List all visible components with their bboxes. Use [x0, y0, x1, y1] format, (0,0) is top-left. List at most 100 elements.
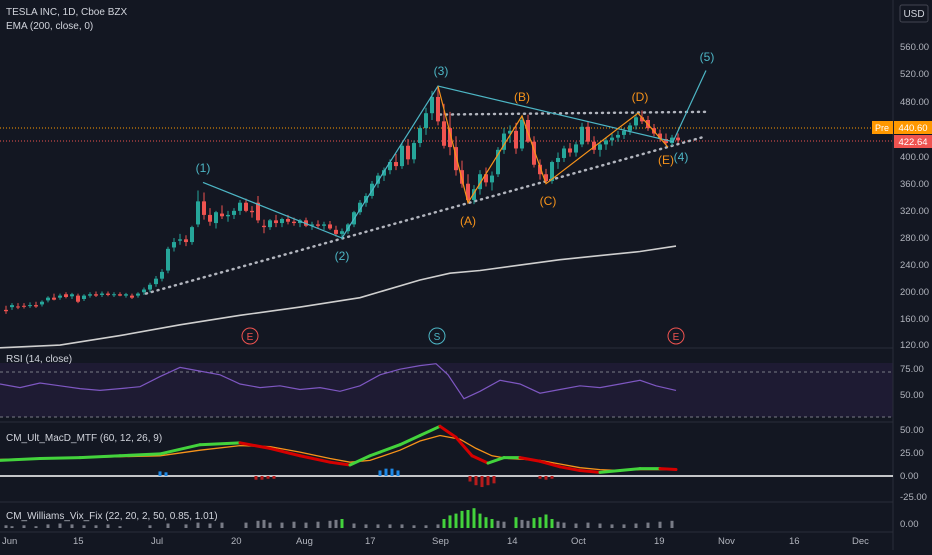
macd-histogram-bar [266, 476, 270, 479]
vix-tick: 0.00 [900, 519, 919, 530]
vix-bar [424, 525, 428, 528]
vix-bar [478, 513, 482, 528]
rsi-legend[interactable]: RSI (14, close) [6, 354, 72, 365]
candle-body [478, 174, 482, 190]
vix-bar [442, 519, 446, 528]
candle-body [226, 214, 230, 217]
macd-tick: 50.00 [900, 425, 924, 436]
vix-legend[interactable]: CM_Williams_Vix_Fix (22, 20, 2, 50, 0.85… [6, 511, 218, 522]
time-axis[interactable]: Jun 15 Jul 20 Aug 17 Sep 14 Oct 19 Nov 1… [2, 536, 869, 547]
candle-body [598, 144, 602, 150]
price-axis[interactable]: 560.00 520.00 480.00 400.00 360.00 320.0… [900, 42, 929, 351]
macd-histogram-bar [260, 476, 264, 480]
time-tick: 20 [231, 536, 242, 547]
vix-bar [454, 513, 458, 528]
macd-axis[interactable]: 50.00 25.00 0.00 -25.00 [900, 425, 927, 503]
price-tick: 120.00 [900, 340, 929, 351]
candle-body [250, 210, 254, 213]
earnings-marker-1-circle [241, 327, 259, 345]
vix-bar [328, 520, 332, 528]
macd-histogram-bar [544, 476, 548, 480]
macd-histogram-bar [378, 470, 382, 476]
last-value-text: 422.64 [898, 137, 927, 148]
candle-body [532, 141, 536, 165]
wave-label-e: (E) [658, 153, 674, 167]
ema-layer [0, 245, 677, 349]
ema-legend[interactable]: EMA (200, close, 0) [6, 21, 93, 32]
macd-signal-line [0, 434, 676, 472]
currency-button-frame [899, 4, 929, 23]
candle-body [244, 202, 248, 211]
candle-body [220, 213, 224, 217]
candle-body [508, 130, 512, 134]
vix-bar [280, 522, 284, 528]
candle-body [184, 239, 188, 243]
candle-body [676, 137, 680, 141]
candle-body [472, 189, 476, 201]
candle-body [628, 125, 632, 131]
vix-bar [70, 524, 74, 528]
macd-line-segment [158, 443, 202, 456]
macd-legend[interactable]: CM_Ult_MacD_MTF (60, 12, 26, 9) [6, 433, 162, 444]
macd-line-segment [618, 467, 642, 472]
candles-layer [4, 86, 680, 314]
earnings-marker-2[interactable]: E [667, 327, 685, 345]
macd-line-segment [38, 456, 82, 461]
candle-body [466, 183, 470, 201]
candle-body [400, 145, 404, 167]
currency-button[interactable]: USD [899, 4, 929, 23]
candle-body [94, 294, 98, 296]
candle-body [154, 278, 158, 285]
candle-body [64, 294, 68, 297]
split-marker[interactable]: S [428, 327, 446, 345]
vix-bar [538, 517, 542, 528]
candle-body [592, 141, 596, 150]
pre-tag-box [872, 121, 893, 134]
macd-line-segment [518, 456, 542, 463]
macd-line-segment [438, 424, 458, 439]
candle-body [460, 170, 464, 184]
rsi-band [0, 363, 893, 417]
rsi-tick: 50.00 [900, 390, 924, 401]
candle-body [328, 224, 332, 229]
vix-bar [268, 522, 272, 528]
vix-bar [436, 524, 440, 528]
macd-histogram-bar [486, 476, 490, 486]
candle-body [106, 293, 110, 295]
time-tick: 15 [73, 536, 84, 547]
candle-body [502, 133, 506, 150]
vix-bar [586, 522, 590, 528]
vix-axis[interactable]: 0.00 [900, 519, 919, 530]
symbol-title[interactable]: TESLA INC, 1D, Cboe BZX [6, 7, 127, 18]
candle-body [34, 305, 38, 307]
wave-label-d: (D) [632, 90, 649, 104]
macd-tick: 25.00 [900, 448, 924, 459]
vix-bar [22, 525, 26, 528]
earnings-marker-1[interactable]: E [241, 327, 259, 345]
candle-body [256, 202, 260, 221]
candle-body [388, 162, 392, 171]
price-tick: 200.00 [900, 287, 929, 298]
candle-body [664, 138, 668, 144]
macd-histogram-bar [538, 476, 542, 479]
trendline-layer [144, 110, 708, 295]
vix-bar [514, 517, 518, 528]
macd-line-segment [578, 468, 602, 474]
candle-body [40, 301, 44, 305]
candle-body [526, 119, 530, 142]
vix-bar [376, 524, 380, 528]
vix-bar [400, 524, 404, 528]
macd-tick: 0.00 [900, 471, 919, 482]
vix-bar [34, 526, 38, 528]
rsi-axis[interactable]: 75.00 50.00 [900, 364, 924, 401]
vix-bar [334, 519, 338, 528]
rsi-layer [0, 363, 677, 400]
macd-histogram-bar [492, 476, 496, 484]
candle-body [160, 271, 164, 279]
macd-histogram-bar [254, 476, 258, 480]
candle-body [16, 306, 20, 308]
candle-body [496, 149, 500, 175]
candle-body [196, 201, 200, 225]
